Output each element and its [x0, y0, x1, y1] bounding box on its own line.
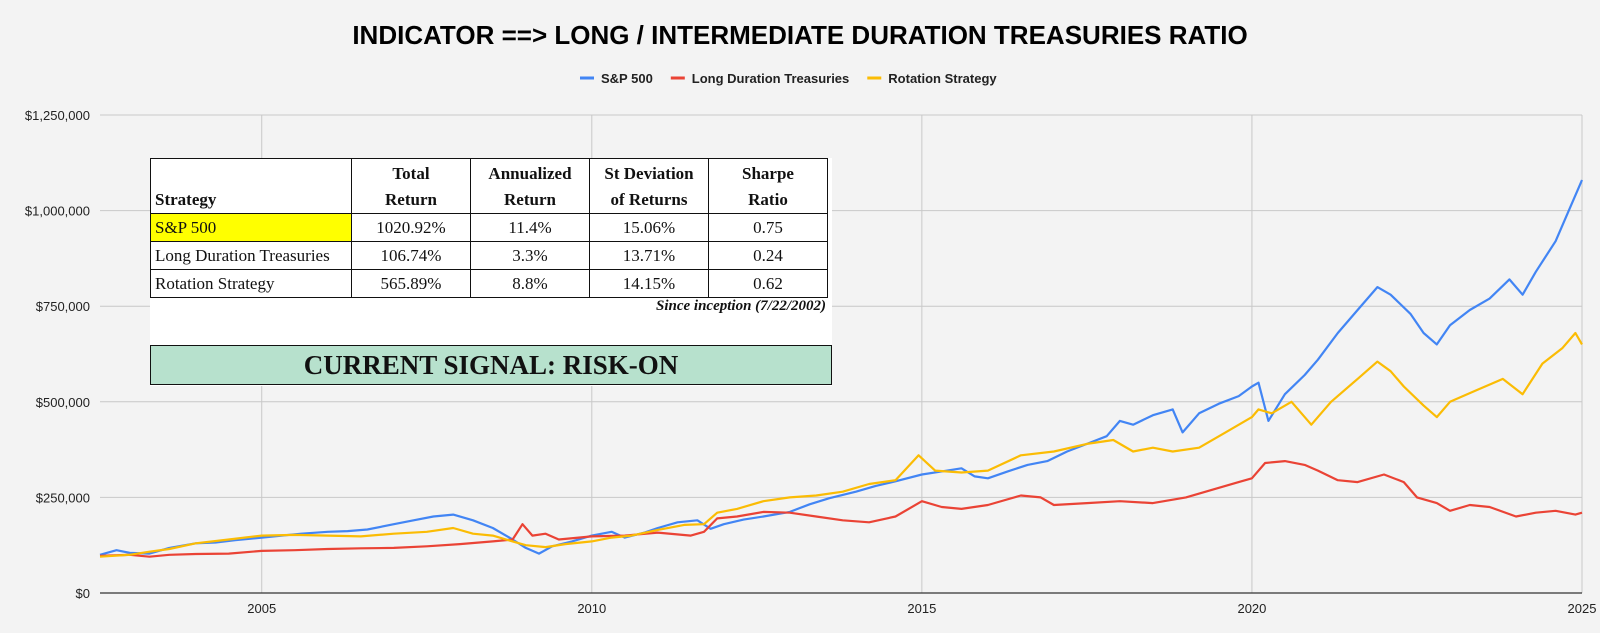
x-tick-label: 2010	[577, 601, 606, 616]
legend: S&P 500 Long Duration Treasuries Rotation …	[580, 71, 997, 86]
cell-annualized-return: 8.8%	[470, 269, 590, 298]
cell-total-return: 106.74%	[351, 241, 471, 270]
cell-st-deviation: 13.71%	[589, 241, 709, 270]
header-sharpe-ratio: Sharpe Ratio	[708, 158, 828, 214]
axes: $0 $250,000 $500,000 $750,000 $1,000,000 $1,2…	[25, 108, 1597, 616]
y-tick-label: $1,250,000	[25, 108, 90, 123]
cell-sharpe-ratio: 0.24	[708, 241, 828, 270]
chart-title: INDICATOR ==> LONG / INTERMEDIATE DURATI…	[352, 20, 1247, 50]
cell-total-return: 565.89%	[351, 269, 471, 298]
y-tick-label: $1,000,000	[25, 204, 90, 219]
current-signal-banner: CURRENT SIGNAL: RISK-ON	[150, 345, 832, 385]
legend-label-long-duration-treasuries: Long Duration Treasuries	[692, 71, 849, 86]
series-line-long-duration-treasuries	[99, 460, 1583, 558]
cell-total-return: 1020.92%	[351, 213, 471, 242]
x-tick-label: 2025	[1568, 601, 1597, 616]
legend-label-rotation-strategy: Rotation Strategy	[888, 71, 997, 86]
table-row: Long Duration Treasuries 106.74% 3.3% 13…	[150, 241, 828, 270]
series-line-rotation-strategy	[99, 331, 1583, 558]
series-layer	[99, 179, 1584, 558]
cell-annualized-return: 11.4%	[470, 213, 590, 242]
stats-panel: Strategy Total Return Annualized Return St…	[150, 158, 832, 386]
legend-label-s-p-500: S&P 500	[601, 71, 653, 86]
cell-strategy: S&P 500	[150, 213, 352, 242]
x-tick-label: 2020	[1237, 601, 1266, 616]
cell-sharpe-ratio: 0.62	[708, 269, 828, 298]
x-tick-label: 2005	[247, 601, 276, 616]
cell-st-deviation: 14.15%	[589, 269, 709, 298]
table-row: S&P 500 1020.92% 11.4% 15.06% 0.75	[150, 213, 828, 242]
y-tick-label: $0	[76, 586, 90, 601]
cell-strategy: Rotation Strategy	[150, 269, 352, 298]
stats-table: Strategy Total Return Annualized Return St…	[150, 158, 828, 298]
header-total-return: Total Return	[351, 158, 471, 214]
y-tick-label: $250,000	[36, 490, 90, 505]
cell-st-deviation: 15.06%	[589, 213, 709, 242]
series-line-s-p-500	[99, 179, 1584, 556]
header-annualized-return: Annualized Return	[470, 158, 590, 214]
cell-annualized-return: 3.3%	[470, 241, 590, 270]
cell-sharpe-ratio: 0.75	[708, 213, 828, 242]
inception-note: Since inception (7/22/2002)	[656, 298, 826, 314]
y-tick-label: $500,000	[36, 395, 90, 410]
cell-strategy: Long Duration Treasuries	[150, 241, 352, 270]
table-header-row: Strategy Total Return Annualized Return St…	[150, 158, 828, 214]
header-strategy: Strategy	[150, 158, 352, 214]
table-row: Rotation Strategy 565.89% 8.8% 14.15% 0.…	[150, 269, 828, 298]
x-tick-label: 2015	[907, 601, 936, 616]
y-tick-label: $750,000	[36, 299, 90, 314]
header-st-deviation: St Deviation of Returns	[589, 158, 709, 214]
